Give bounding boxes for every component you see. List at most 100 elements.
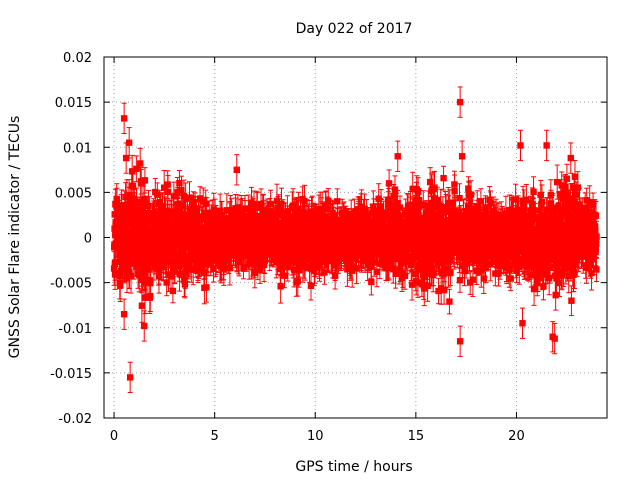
data-point [138, 302, 146, 309]
data-point [291, 243, 299, 250]
data-point [176, 270, 183, 278]
data-point [123, 275, 131, 282]
data-point [189, 266, 197, 273]
data-point [215, 254, 223, 261]
data-point [110, 265, 118, 272]
data-point [180, 254, 188, 261]
data-point [245, 220, 253, 228]
data-point [245, 205, 252, 213]
data-point [160, 184, 168, 191]
data-series [110, 86, 600, 394]
data-point [156, 253, 163, 261]
data-point [170, 261, 177, 268]
data-point [190, 200, 197, 207]
data-point [136, 251, 144, 259]
data-point [319, 206, 326, 213]
data-point [240, 263, 247, 271]
data-point [202, 200, 209, 207]
data-point [186, 194, 193, 201]
data-point [170, 208, 177, 215]
data-point [226, 264, 234, 272]
data-point [178, 187, 185, 194]
data-point [218, 211, 226, 219]
data-point [208, 213, 215, 221]
data-point [155, 249, 163, 256]
data-point [211, 210, 219, 218]
data-point [117, 282, 124, 289]
data-point [233, 252, 241, 260]
data-point [186, 256, 194, 264]
data-point [163, 279, 170, 286]
data-point [170, 193, 178, 200]
data-point [273, 197, 281, 205]
data-point [140, 258, 147, 265]
data-point [210, 218, 218, 225]
data-point [294, 278, 301, 285]
data-point [133, 212, 141, 219]
data-point [154, 191, 161, 198]
data-point [267, 200, 274, 208]
data-point [127, 272, 135, 280]
data-point [182, 195, 189, 203]
data-point [181, 277, 188, 284]
data-point [251, 269, 259, 276]
data-point [156, 211, 164, 218]
data-point [169, 287, 177, 295]
data-point [117, 258, 125, 265]
data-point [173, 229, 180, 236]
data-point [278, 200, 285, 208]
data-point [188, 240, 196, 248]
data-point [111, 271, 119, 278]
data-point [249, 207, 257, 215]
data-point [228, 212, 235, 219]
data-point [257, 200, 265, 208]
data-point [135, 256, 142, 263]
data-point [145, 264, 152, 272]
data-point [135, 272, 143, 279]
data-point [301, 197, 308, 205]
data-point [277, 283, 284, 290]
data-point [307, 256, 314, 264]
data-point [133, 165, 140, 173]
data-point [147, 279, 154, 287]
data-point [141, 177, 149, 184]
data-point [309, 208, 316, 215]
data-point [210, 265, 217, 272]
data-point [236, 218, 243, 226]
data-point [292, 230, 300, 237]
data-point [281, 272, 288, 279]
data-point [235, 258, 243, 266]
data-point [179, 202, 186, 209]
data-point [138, 178, 145, 185]
data-point [260, 249, 267, 256]
data-point [294, 216, 301, 223]
data-point [212, 214, 220, 222]
data-point [203, 284, 210, 291]
data-point [270, 215, 277, 223]
data-point [160, 263, 167, 271]
data-point [141, 294, 149, 301]
data-point [250, 200, 258, 208]
data-point [277, 264, 284, 272]
data-point [162, 207, 170, 214]
data-point [223, 207, 231, 214]
data-point [234, 204, 242, 211]
data-point [307, 282, 315, 289]
data-point [290, 266, 298, 273]
data-point [176, 180, 183, 187]
data-point [171, 267, 178, 274]
data-point [141, 195, 148, 203]
data-point [274, 208, 282, 215]
data-point [284, 263, 292, 271]
data-point [207, 257, 214, 264]
data-point [128, 168, 136, 175]
data-point [145, 202, 152, 210]
data-point [290, 259, 297, 266]
data-point [257, 253, 264, 260]
data-point [216, 207, 224, 215]
data-point [251, 259, 258, 266]
data-point [220, 259, 228, 266]
data-point [182, 258, 189, 265]
data-point [112, 201, 119, 208]
